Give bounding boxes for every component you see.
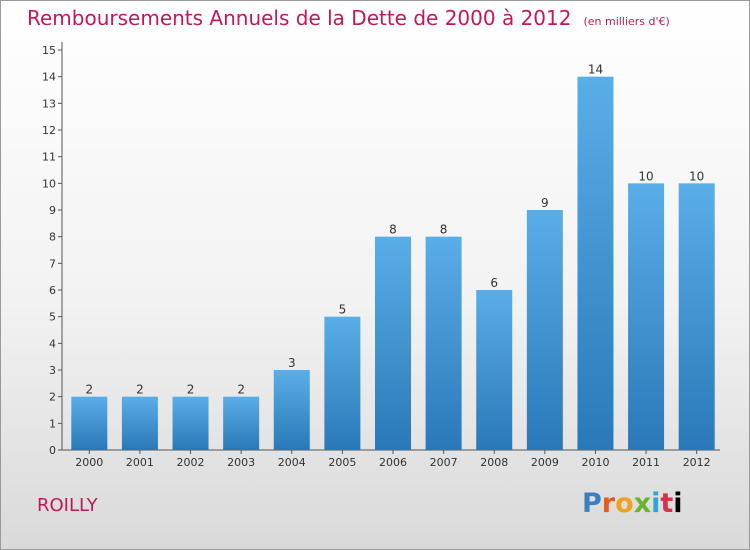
- data-label: 2: [136, 383, 144, 397]
- bar: [425, 236, 462, 450]
- y-tick-label: 15: [42, 44, 56, 57]
- y-tick-label: 14: [42, 71, 56, 84]
- y-tick-label: 4: [49, 337, 56, 350]
- x-tick-label: 2012: [683, 456, 711, 469]
- data-label: 14: [588, 63, 603, 77]
- bars: [71, 76, 715, 451]
- x-tick-label: 2005: [328, 456, 356, 469]
- bar: [223, 396, 260, 450]
- bar: [577, 76, 614, 451]
- y-tick-label: 2: [49, 391, 56, 404]
- y-tick-label: 12: [42, 124, 56, 137]
- y-tick-label: 13: [42, 97, 56, 110]
- y-tick-label: 3: [49, 364, 56, 377]
- y-tick-label: 1: [49, 417, 56, 430]
- title-unit: (en milliers d'€): [583, 15, 670, 28]
- x-tick-label: 2001: [126, 456, 154, 469]
- x-tick-label: 2003: [227, 456, 255, 469]
- x-tick-label: 2007: [430, 456, 458, 469]
- y-tick-label: 9: [49, 204, 56, 217]
- x-tick-label: 2009: [531, 456, 559, 469]
- data-label: 8: [389, 223, 397, 237]
- y-tick-label: 0: [49, 444, 56, 457]
- y-tick-label: 7: [49, 257, 56, 270]
- x-tick-label: 2010: [581, 456, 609, 469]
- y-tick-label: 8: [49, 231, 56, 244]
- bar: [71, 396, 108, 450]
- town-name: ROILLY: [37, 495, 98, 516]
- y-tick-label: 5: [49, 311, 56, 324]
- bar: [526, 210, 563, 450]
- data-label: 9: [541, 196, 549, 210]
- logo-letter: t: [660, 488, 674, 519]
- data-label: 2: [187, 383, 195, 397]
- logo-letter: i: [651, 488, 661, 519]
- bar: [324, 316, 361, 450]
- data-label: 8: [440, 223, 448, 237]
- y-tick-label: 11: [42, 151, 56, 164]
- bar: [476, 290, 513, 450]
- x-tick-label: 2000: [75, 456, 103, 469]
- bar: [375, 236, 411, 450]
- data-label: 6: [490, 276, 498, 290]
- bar: [273, 370, 310, 450]
- data-label: 10: [638, 169, 653, 183]
- logo-letter: x: [633, 488, 652, 519]
- logo-letter: r: [601, 488, 616, 519]
- data-labels: 2 2 2 2 3 5 8 8 6 9 14 10 10: [85, 63, 704, 397]
- title-text: Remboursements Annuels de la Dette de 20…: [27, 6, 572, 30]
- data-label: 2: [85, 383, 93, 397]
- logo-letter: o: [615, 488, 634, 519]
- data-label: 5: [339, 303, 347, 317]
- y-tick-label: 6: [49, 284, 56, 297]
- logo-letter: P: [582, 488, 602, 519]
- data-label: 10: [689, 169, 704, 183]
- x-tick-label: 2006: [379, 456, 407, 469]
- bar: [628, 183, 665, 451]
- y-tick-label: 10: [42, 177, 56, 190]
- x-tick-label: 2008: [480, 456, 508, 469]
- x-tick-label: 2002: [177, 456, 205, 469]
- data-label: 2: [237, 383, 245, 397]
- bar: [678, 183, 715, 451]
- proxiti-logo: Proxiti: [582, 488, 683, 519]
- bar: [172, 396, 209, 450]
- bar: [121, 396, 158, 450]
- data-label: 3: [288, 356, 296, 370]
- logo-letter: i: [673, 488, 683, 519]
- x-tick-label: 2004: [278, 456, 306, 469]
- chart-title: Remboursements Annuels de la Dette de 20…: [27, 6, 670, 30]
- x-tick-label: 2011: [632, 456, 660, 469]
